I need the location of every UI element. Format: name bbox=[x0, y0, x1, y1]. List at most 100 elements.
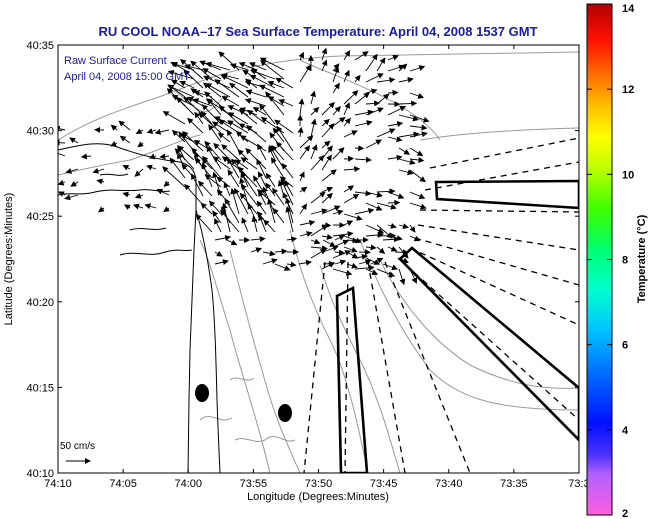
current-vector bbox=[208, 124, 222, 143]
current-vector bbox=[92, 167, 105, 174]
current-vector bbox=[409, 131, 428, 138]
current-vector bbox=[250, 236, 266, 243]
current-vector bbox=[250, 69, 276, 80]
current-vector bbox=[281, 162, 294, 179]
current-vector bbox=[310, 106, 320, 116]
current-vector bbox=[205, 61, 231, 71]
y-tick-label: 40:15 bbox=[26, 382, 54, 394]
current-vector bbox=[321, 192, 333, 204]
current-vector bbox=[229, 82, 249, 98]
current-vector bbox=[321, 169, 337, 182]
current-vector bbox=[365, 139, 382, 149]
current-vector bbox=[241, 217, 249, 233]
current-vector bbox=[148, 153, 157, 160]
current-vector bbox=[387, 154, 403, 161]
current-vector bbox=[214, 259, 229, 266]
current-vector bbox=[265, 91, 285, 116]
current-vector bbox=[218, 119, 240, 134]
current-vector bbox=[354, 92, 370, 105]
current-vector bbox=[163, 206, 170, 213]
current-vector bbox=[409, 235, 421, 242]
current-vector bbox=[354, 109, 374, 116]
current-vector bbox=[272, 127, 285, 143]
current-vector bbox=[343, 102, 350, 116]
current-vector bbox=[354, 156, 372, 163]
current-vector bbox=[230, 187, 240, 215]
current-vector bbox=[354, 264, 375, 271]
current-vector bbox=[214, 234, 232, 241]
current-vector bbox=[365, 107, 384, 116]
current-vector bbox=[310, 144, 318, 160]
current-vector bbox=[200, 202, 213, 215]
current-vector bbox=[182, 131, 204, 152]
current-vector bbox=[156, 188, 170, 196]
current-vector bbox=[382, 236, 400, 243]
current-vector bbox=[64, 194, 79, 201]
current-vector bbox=[387, 199, 401, 206]
current-vector bbox=[163, 180, 171, 187]
current-vector bbox=[299, 135, 314, 149]
current-vector bbox=[214, 217, 222, 233]
current-vector bbox=[299, 186, 308, 193]
current-vector bbox=[259, 57, 285, 71]
current-vector bbox=[284, 180, 294, 197]
current-vector bbox=[135, 128, 144, 134]
current-vector bbox=[322, 239, 336, 247]
current-vector bbox=[321, 47, 328, 61]
current-vector bbox=[146, 164, 157, 171]
current-vector bbox=[321, 59, 328, 72]
current-vector bbox=[274, 119, 294, 134]
current-vector bbox=[321, 205, 341, 215]
current-vector bbox=[69, 137, 79, 144]
current-vector bbox=[256, 158, 267, 179]
current-vector bbox=[118, 120, 131, 131]
map-layer bbox=[58, 47, 579, 473]
current-vector bbox=[184, 183, 204, 206]
current-vector bbox=[286, 236, 298, 243]
colorbar-tick-label: 4 bbox=[622, 425, 629, 437]
current-vector bbox=[179, 80, 195, 89]
x-tick-label: 73:3 bbox=[568, 478, 589, 490]
current-vector bbox=[202, 68, 222, 80]
current-vector bbox=[137, 141, 144, 148]
current-vector bbox=[208, 200, 222, 215]
current-vector bbox=[246, 124, 267, 143]
current-vector bbox=[387, 106, 407, 116]
current-vector bbox=[343, 193, 360, 204]
current-vector bbox=[398, 100, 418, 107]
current-vector bbox=[250, 247, 263, 253]
current-vector bbox=[240, 183, 258, 206]
current-vector bbox=[260, 60, 285, 80]
current-vector bbox=[376, 246, 386, 254]
current-vector bbox=[334, 249, 345, 256]
current-vector bbox=[321, 123, 335, 138]
current-vector bbox=[262, 258, 278, 265]
current-vector bbox=[187, 117, 204, 134]
x-axis-ticks: 74:10 74:05 74:00 73:55 73:50 73:45 73:40 73:35… bbox=[44, 45, 590, 490]
current-vector bbox=[310, 118, 317, 138]
current-vector bbox=[278, 99, 294, 107]
current-vector bbox=[370, 257, 384, 265]
current-vector bbox=[132, 203, 144, 210]
current-vector bbox=[214, 79, 240, 98]
current-vector bbox=[365, 224, 385, 234]
current-vector bbox=[376, 77, 396, 84]
current-vector bbox=[376, 202, 397, 210]
colorbar-tick-label: 8 bbox=[622, 255, 628, 267]
current-vector bbox=[123, 204, 131, 211]
current-vector bbox=[224, 198, 240, 224]
current-vector bbox=[276, 125, 294, 152]
current-vector bbox=[346, 251, 359, 259]
current-vector bbox=[365, 202, 383, 211]
x-tick-label: 73:40 bbox=[435, 478, 463, 490]
figure-title: RU COOL NOAA–17 Sea Surface Temperature:… bbox=[98, 24, 537, 39]
current-vector bbox=[343, 90, 359, 105]
current-vector bbox=[387, 89, 399, 96]
current-vector bbox=[376, 188, 396, 195]
current-vector bbox=[376, 93, 390, 105]
current-vector bbox=[272, 187, 285, 206]
current-vector bbox=[285, 206, 294, 233]
current-vector bbox=[365, 73, 384, 83]
current-vector bbox=[365, 191, 383, 198]
colorbar-ticks: 14 12 10 8 6 4 2 bbox=[587, 3, 635, 519]
